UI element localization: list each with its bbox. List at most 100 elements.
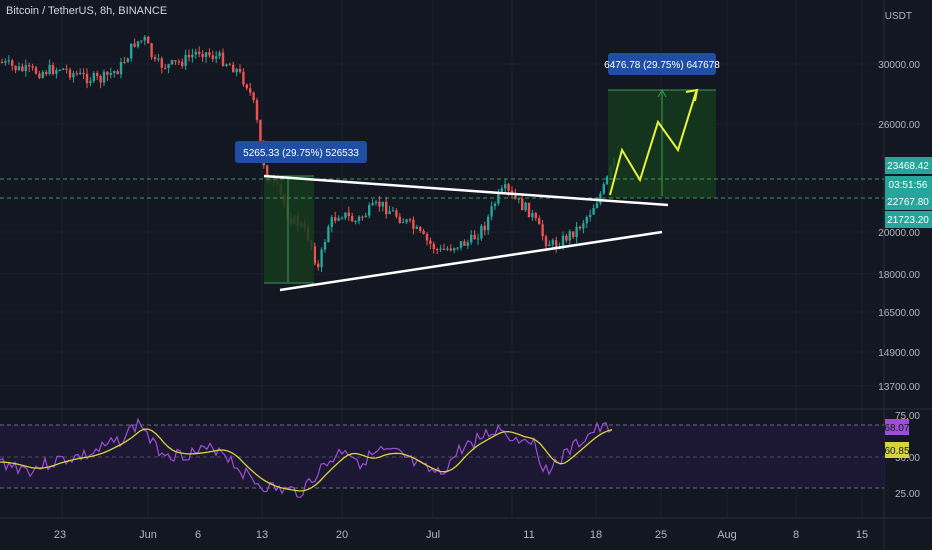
candle-body: [459, 241, 463, 248]
candle-body: [364, 215, 367, 218]
candle-body: [351, 216, 354, 222]
candle-body: [368, 205, 371, 216]
candle-body: [147, 36, 150, 44]
candle-body: [34, 67, 38, 74]
candle-body: [225, 64, 228, 66]
candle-body: [89, 81, 92, 84]
candle-body: [391, 210, 395, 212]
price-badge: 21723.20: [887, 215, 929, 226]
price-axis-label: 20000.00: [878, 228, 920, 239]
candle-body: [48, 65, 51, 75]
price-axis-label: 13700.00: [878, 382, 920, 393]
candle-body: [208, 52, 211, 56]
price-badge-bg: [885, 157, 932, 174]
candle-body: [412, 219, 415, 229]
time-axis-label: Jul: [426, 529, 440, 541]
candle-body: [41, 72, 44, 78]
candle-body: [575, 226, 578, 238]
candle-body: [524, 202, 527, 211]
candle-body: [238, 68, 242, 72]
candle-body: [422, 230, 425, 234]
candle-body: [130, 43, 133, 59]
candle-body: [317, 263, 320, 268]
candle-body: [402, 222, 405, 224]
candle-body: [371, 202, 374, 206]
time-axis-label: 8: [793, 529, 799, 541]
candle-body: [14, 65, 17, 71]
measure-box-left: [264, 176, 314, 283]
candle-body: [449, 248, 452, 251]
candle-body: [313, 246, 316, 264]
candle-body: [334, 217, 337, 221]
candle-body: [385, 201, 388, 215]
price-badge-bg: [885, 176, 932, 193]
candle-body: [527, 202, 531, 218]
candle-body: [194, 51, 197, 55]
candle-body: [51, 65, 55, 75]
candle-body: [38, 73, 41, 78]
candle-body: [405, 219, 408, 223]
candle-body: [255, 100, 259, 120]
candle-body: [578, 226, 582, 229]
candle-body: [531, 213, 534, 218]
candle-body: [164, 67, 167, 69]
price-axis-label: 18000.00: [878, 270, 920, 281]
candle-body: [374, 201, 378, 203]
measure-arrowhead-right: [657, 88, 667, 98]
candle-body: [266, 165, 269, 182]
candle-body: [381, 201, 384, 207]
candle-body: [357, 216, 361, 222]
candle-body: [541, 224, 544, 237]
candle-body: [140, 40, 143, 42]
candle-body: [378, 201, 381, 207]
rsi-line: [0, 417, 613, 499]
candle-body: [592, 207, 595, 215]
candle-body: [232, 64, 235, 73]
candle-body: [45, 72, 48, 75]
candle-body: [595, 203, 599, 208]
candle-body: [245, 84, 248, 89]
candle-body: [544, 236, 548, 246]
candle-body: [157, 58, 160, 60]
candle-body: [568, 231, 571, 241]
candle-body: [344, 212, 347, 218]
candle-body: [323, 242, 327, 250]
time-axis-label: 23: [54, 529, 66, 541]
candle-body: [0, 62, 4, 63]
candle-body: [507, 184, 510, 191]
candle-body: [204, 52, 208, 58]
candle-body: [347, 212, 350, 217]
candle-body: [470, 234, 473, 243]
candle-body: [259, 119, 262, 143]
candle-body: [585, 217, 588, 224]
rsi-ma-line: [0, 428, 613, 492]
candle-body: [150, 43, 153, 58]
time-axis-label: Jun: [139, 529, 157, 541]
candle-body: [218, 52, 221, 57]
candle-body: [555, 240, 558, 249]
candle-body: [548, 244, 551, 246]
candle-body: [398, 216, 401, 223]
candle-body: [174, 60, 177, 62]
candle-body: [320, 249, 323, 268]
candle-body: [473, 234, 476, 240]
candle-body: [113, 71, 116, 73]
candle-body: [123, 62, 126, 64]
trendline-upper: [263, 174, 669, 207]
candle-body: [11, 60, 14, 66]
candle-body: [456, 247, 459, 249]
candle-body: [599, 193, 602, 204]
candle-body: [534, 213, 537, 219]
candle-body: [429, 240, 432, 244]
time-axis-label: 25: [655, 529, 667, 541]
candle-body: [143, 36, 146, 41]
candle-body: [221, 52, 225, 66]
candle-body: [446, 248, 449, 250]
candle-body: [415, 226, 418, 229]
candle-body: [538, 218, 541, 225]
candle-body: [170, 60, 174, 65]
candle-body: [7, 60, 10, 62]
candle-body: [476, 238, 480, 240]
price-axis-label: 14900.00: [878, 348, 920, 359]
